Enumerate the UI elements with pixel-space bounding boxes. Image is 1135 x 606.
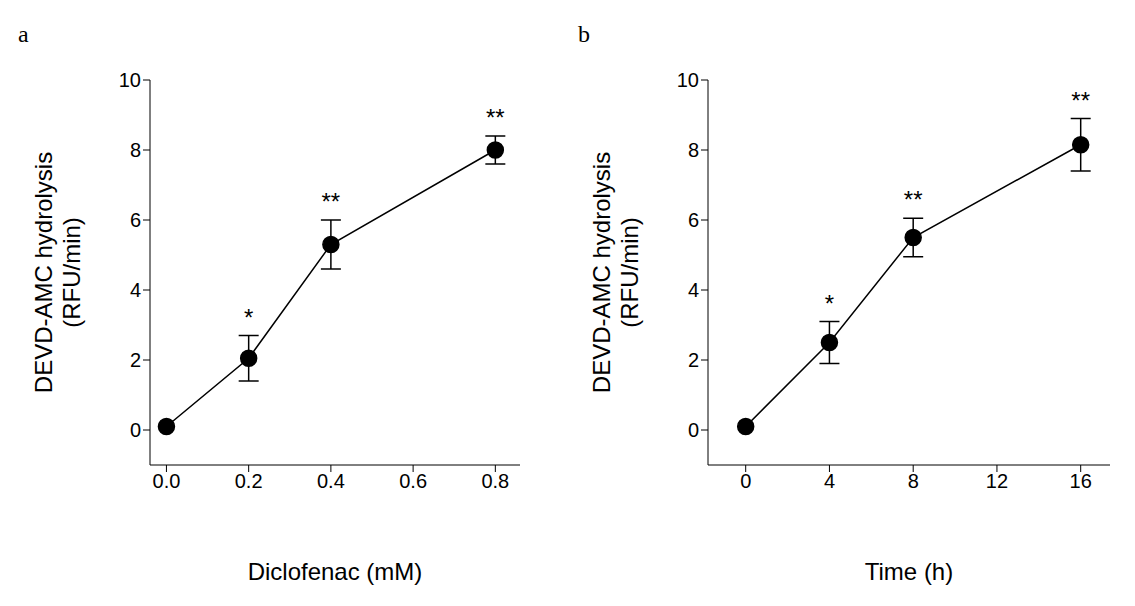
- svg-text:8: 8: [908, 470, 919, 492]
- svg-text:0.4: 0.4: [317, 470, 345, 492]
- svg-text:a: a: [18, 21, 29, 47]
- svg-text:(RFU/min): (RFU/min): [616, 217, 643, 328]
- svg-text:**: **: [486, 104, 505, 131]
- svg-text:10: 10: [677, 69, 699, 91]
- svg-text:0: 0: [688, 419, 699, 441]
- svg-text:Time (h): Time (h): [865, 558, 953, 585]
- svg-text:4: 4: [824, 470, 835, 492]
- svg-text:**: **: [904, 186, 923, 213]
- svg-text:6: 6: [688, 209, 699, 231]
- svg-text:*: *: [244, 304, 253, 331]
- svg-text:DEVD-AMC hydrolysis: DEVD-AMC hydrolysis: [30, 152, 57, 393]
- svg-text:6: 6: [130, 209, 141, 231]
- svg-text:10: 10: [119, 69, 141, 91]
- svg-text:8: 8: [130, 139, 141, 161]
- svg-text:12: 12: [986, 470, 1008, 492]
- svg-text:**: **: [322, 188, 341, 215]
- svg-text:0: 0: [740, 470, 751, 492]
- svg-text:Diclofenac (mM): Diclofenac (mM): [248, 558, 423, 585]
- svg-text:2: 2: [130, 349, 141, 371]
- svg-text:4: 4: [130, 279, 141, 301]
- svg-text:(RFU/min): (RFU/min): [58, 217, 85, 328]
- svg-text:4: 4: [688, 279, 699, 301]
- svg-text:0.0: 0.0: [153, 470, 181, 492]
- svg-text:0.8: 0.8: [481, 470, 509, 492]
- svg-text:0.6: 0.6: [399, 470, 427, 492]
- svg-text:8: 8: [688, 139, 699, 161]
- svg-text:2: 2: [688, 349, 699, 371]
- svg-text:0.2: 0.2: [235, 470, 263, 492]
- svg-text:b: b: [578, 21, 590, 47]
- svg-text:DEVD-AMC hydrolysis: DEVD-AMC hydrolysis: [588, 152, 615, 393]
- svg-text:**: **: [1071, 87, 1090, 114]
- svg-text:*: *: [825, 290, 834, 317]
- svg-text:16: 16: [1070, 470, 1092, 492]
- svg-text:0: 0: [130, 419, 141, 441]
